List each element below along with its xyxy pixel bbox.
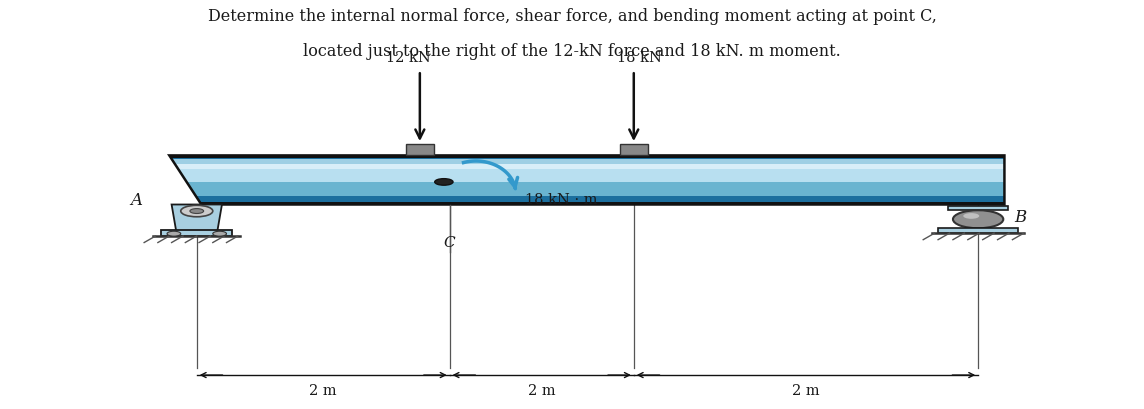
Text: Determine the internal normal force, shear force, and bending moment acting at p: Determine the internal normal force, she… xyxy=(207,8,937,25)
Polygon shape xyxy=(172,160,1004,164)
Circle shape xyxy=(953,210,1003,228)
Polygon shape xyxy=(186,182,1004,196)
Bar xyxy=(938,228,1018,233)
Polygon shape xyxy=(178,169,1004,182)
Text: A: A xyxy=(130,192,142,209)
Text: 2 m: 2 m xyxy=(792,384,820,398)
Polygon shape xyxy=(172,158,1004,160)
Circle shape xyxy=(181,205,213,217)
Text: 18 kN · m: 18 kN · m xyxy=(525,193,597,207)
Text: 2 m: 2 m xyxy=(309,384,337,398)
Polygon shape xyxy=(175,164,1004,169)
Polygon shape xyxy=(196,196,1004,202)
Circle shape xyxy=(963,213,979,219)
Polygon shape xyxy=(172,204,222,231)
Bar xyxy=(406,144,434,155)
Text: located just to the right of the 12-kN force and 18 kN. m moment.: located just to the right of the 12-kN f… xyxy=(303,43,841,60)
Bar xyxy=(948,206,1008,210)
Text: 12 kN: 12 kN xyxy=(386,52,431,65)
Polygon shape xyxy=(169,155,1004,158)
Circle shape xyxy=(213,231,227,236)
Bar xyxy=(161,230,232,236)
Polygon shape xyxy=(199,202,1004,204)
Text: B: B xyxy=(1015,209,1027,226)
Text: 2 m: 2 m xyxy=(527,384,556,398)
Bar xyxy=(620,144,648,155)
Circle shape xyxy=(190,209,204,213)
Text: C: C xyxy=(444,236,455,250)
Circle shape xyxy=(167,231,181,236)
Text: 18 kN: 18 kN xyxy=(617,52,662,65)
Circle shape xyxy=(435,179,453,185)
